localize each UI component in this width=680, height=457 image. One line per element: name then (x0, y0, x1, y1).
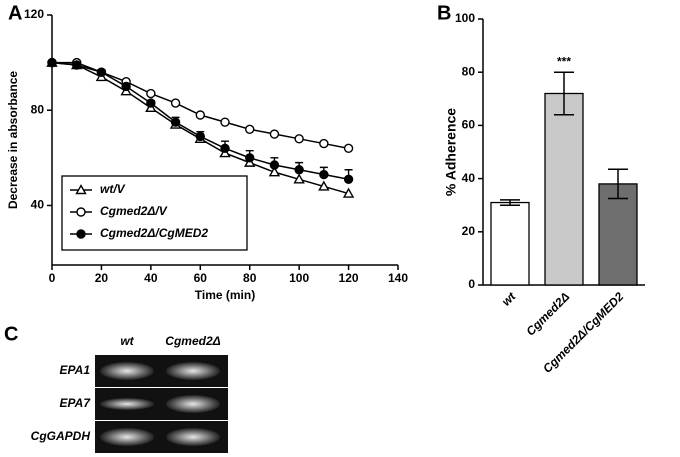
marker (121, 81, 131, 92)
legend-label: wt/V (100, 182, 126, 196)
legend-marker (76, 229, 86, 239)
y-axis-label: Decrease in absorbance (6, 71, 20, 209)
panel-label: C (4, 323, 18, 345)
x-tick-label: 20 (95, 271, 109, 285)
marker (294, 134, 304, 144)
marker (220, 117, 230, 127)
x-tick-label: 120 (339, 271, 359, 285)
gel-band (100, 428, 154, 446)
x-tick-label: 0 (49, 271, 56, 285)
legend (61, 175, 248, 251)
panel-label: B (437, 2, 451, 24)
bar (490, 201, 530, 286)
marker (195, 110, 205, 120)
bar (544, 92, 584, 286)
x-tick-label: 100 (289, 271, 309, 285)
y-tick-label: 120 (24, 7, 44, 21)
significance: *** (557, 54, 571, 68)
marker (195, 131, 205, 142)
marker (170, 98, 181, 108)
series-line (51, 61, 349, 195)
gel-band (166, 395, 220, 413)
legend-label: Cgmed2Δ/CgMED2 (100, 226, 208, 240)
gel-band (166, 362, 220, 380)
legend-marker (76, 207, 86, 217)
marker (343, 143, 354, 154)
marker (47, 57, 57, 68)
y-tick-label: 80 (462, 64, 476, 78)
marker (220, 143, 230, 154)
y-axis-label: % Adherence (443, 108, 459, 196)
marker (342, 187, 355, 198)
legend-marker (75, 184, 87, 195)
lane-label: Cgmed2Δ (165, 334, 220, 348)
gel-band (166, 428, 220, 446)
x-tick-label: wt (499, 289, 519, 309)
gene-label: EPA7 (60, 396, 92, 410)
gene-label: EPA1 (60, 363, 91, 377)
gene-label: CgGAPDH (31, 429, 91, 443)
error-bar (608, 168, 628, 200)
y-tick-label: 60 (462, 118, 476, 132)
x-tick-label: 60 (194, 271, 208, 285)
marker (319, 138, 329, 149)
gel-band (100, 398, 154, 410)
marker (146, 98, 156, 108)
bar (598, 183, 638, 286)
y-tick-label: 100 (455, 11, 475, 25)
error-bar (554, 71, 574, 116)
marker (170, 117, 181, 127)
gel-band (100, 362, 154, 380)
panel-label: A (8, 2, 22, 24)
x-tick-label: Cgmed2Δ (523, 289, 572, 338)
x-tick-label: 40 (144, 271, 158, 285)
legend-label: Cgmed2Δ/V (100, 204, 168, 218)
marker (269, 160, 280, 170)
y-tick-label: 20 (462, 224, 476, 238)
marker (96, 67, 107, 77)
marker (293, 173, 305, 184)
error-bar (500, 199, 520, 206)
y-tick-label: 0 (468, 277, 475, 291)
y-tick-label: 80 (31, 102, 45, 116)
x-tick-label: 80 (243, 271, 257, 285)
marker (245, 124, 255, 134)
marker (294, 165, 304, 175)
marker (319, 169, 329, 180)
marker (343, 174, 354, 184)
marker (318, 180, 330, 191)
y-tick-label: 40 (31, 198, 45, 212)
marker (268, 166, 281, 177)
marker (72, 60, 82, 70)
x-tick-label: 140 (388, 271, 408, 285)
lane-label: wt (120, 334, 134, 348)
marker (146, 88, 156, 99)
y-tick-label: 40 (462, 171, 476, 185)
marker (245, 153, 255, 163)
marker (269, 129, 280, 139)
x-axis-label: Time (min) (195, 288, 255, 302)
